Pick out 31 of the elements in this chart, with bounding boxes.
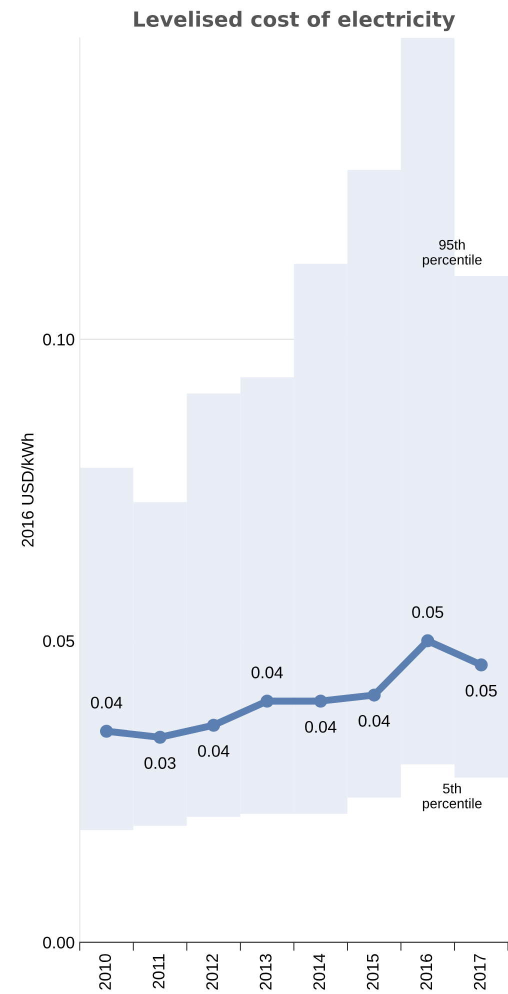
data-label: 0.03	[144, 757, 176, 769]
x-tick-label: 2015	[366, 954, 379, 990]
point	[421, 634, 434, 648]
y-tick-label: 0.05	[43, 635, 74, 647]
y-tick-label: 0.10	[43, 334, 74, 346]
data-label: 0.04	[305, 720, 336, 733]
annotation: 5th percentile	[422, 783, 482, 812]
y-axis-title: 2016 USD/kWh	[21, 434, 34, 547]
point	[314, 694, 328, 708]
x-tick-label: 2017	[474, 954, 486, 990]
point	[368, 688, 381, 702]
y-tick-label: 0.00	[43, 936, 74, 949]
x-tick-label: 2012	[206, 954, 218, 990]
x-tick-label: 2014	[313, 954, 326, 990]
point	[260, 694, 274, 708]
x-tick-label: 2010	[99, 954, 111, 990]
x-tick-label: 2011	[152, 954, 165, 988]
point	[100, 724, 114, 738]
data-label: 0.04	[198, 745, 230, 757]
chart-title: Levelised cost of electricity	[134, 10, 456, 32]
x-tick-label: 2013	[260, 954, 272, 990]
data-label: 0.05	[466, 684, 497, 697]
point	[207, 718, 220, 732]
data-label: 0.04	[252, 666, 283, 678]
x-tick-label: 2016	[420, 954, 432, 990]
annotation: 95th percentile	[422, 240, 482, 268]
data-label: 0.04	[358, 714, 390, 727]
point	[474, 658, 488, 672]
data-label: 0.04	[90, 696, 122, 709]
point	[154, 730, 167, 744]
data-label: 0.05	[412, 606, 444, 618]
